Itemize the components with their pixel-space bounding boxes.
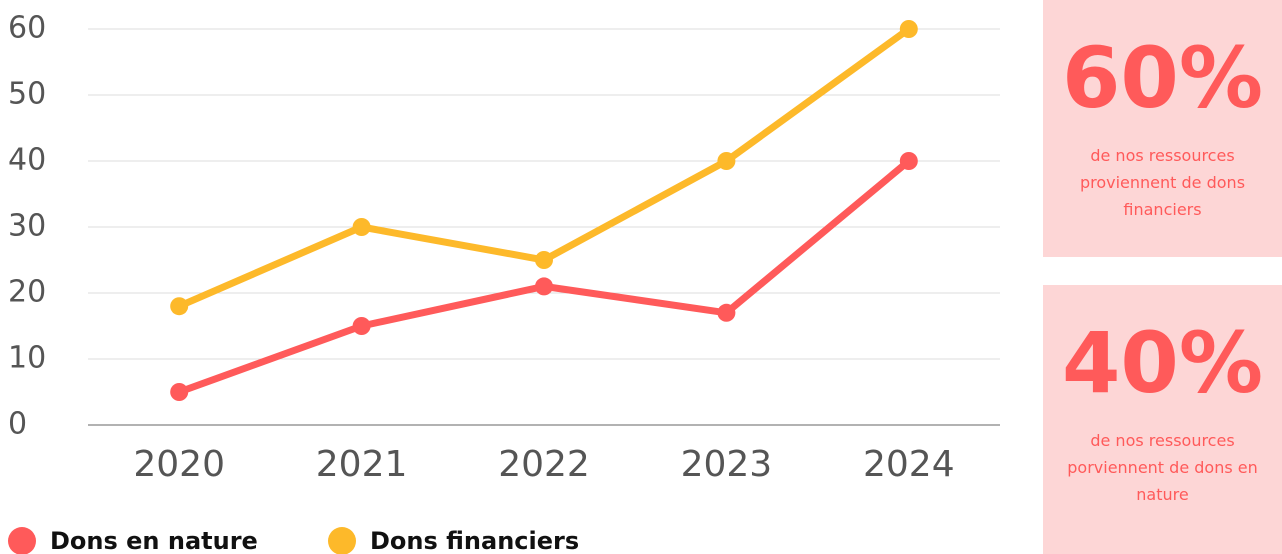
x-tick-label: 2024 (863, 444, 955, 485)
chart: 0 10 20 30 40 50 60 2020 2021 2022 2023 2024 Dons en… (8, 11, 1000, 554)
data-point (352, 317, 371, 335)
data-point (899, 20, 918, 38)
data-point (535, 251, 553, 269)
data-point (535, 277, 553, 296)
y-tick-label: 0 (8, 407, 27, 442)
legend-label: Dons financiers (370, 527, 579, 554)
y-tick-label: 30 (8, 209, 46, 244)
y-tick-label: 20 (8, 275, 46, 310)
stat-text: de nos ressources porviennent de dons en… (1067, 431, 1258, 504)
x-tick-label: 2023 (681, 444, 773, 485)
data-point (352, 218, 371, 236)
y-tick-label: 50 (8, 77, 46, 112)
legend-swatch (328, 527, 356, 554)
x-tick-label: 2022 (498, 444, 590, 485)
data-point (899, 152, 918, 170)
stat-text: de nos ressources proviennent de dons fi… (1079, 146, 1246, 219)
data-point (170, 383, 189, 401)
x-tick-label: 2020 (133, 444, 225, 485)
series-line (178, 158, 912, 396)
stat-card: 40% de nos ressources porviennent de don… (1043, 285, 1282, 554)
y-tick-label: 60 (8, 11, 46, 46)
data-point (170, 297, 189, 316)
legend-swatch (8, 527, 36, 554)
data-point (717, 303, 736, 322)
y-tick-label: 40 (8, 143, 46, 178)
data-point (717, 152, 736, 170)
stat-value: 60% (1061, 29, 1264, 127)
stat-card: 60% de nos ressources proviennent de don… (1043, 0, 1282, 257)
x-tick-label: 2021 (316, 444, 408, 485)
y-tick-label: 10 (8, 341, 46, 376)
stat-value: 40% (1061, 314, 1264, 412)
legend-label: Dons en nature (50, 527, 258, 554)
